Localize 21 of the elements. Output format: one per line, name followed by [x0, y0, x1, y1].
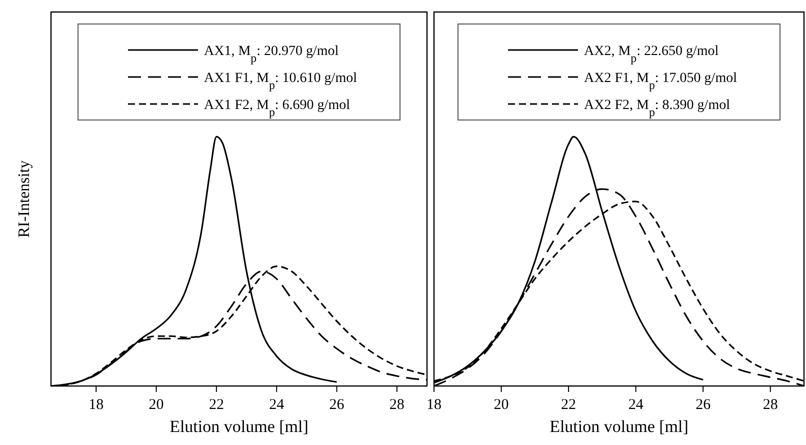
x-tick-label: 26 — [696, 397, 712, 413]
x-tick-label: 20 — [148, 397, 164, 413]
legend-label: AX2 F1, M$_{p}$: 17.050 g/mol — [584, 71, 738, 92]
x-tick-label: 28 — [389, 397, 404, 413]
x-tick-label: 26 — [329, 397, 345, 413]
x-tick-label: 22 — [208, 397, 224, 413]
legend-label: AX2 F2, M$_{p}$: 8.390 g/mol — [584, 98, 730, 119]
x-tick-label: 24 — [628, 397, 644, 413]
x-tick-label: 18 — [426, 397, 442, 413]
x-tick-label: 20 — [494, 397, 509, 413]
x-axis-title: Elution volume [ml] — [550, 417, 688, 436]
x-tick-label: 28 — [762, 397, 778, 413]
legend-label: AX1 F2, M$_{p}$: 6.690 g/mol — [204, 98, 350, 119]
x-tick-label: 24 — [269, 397, 285, 413]
x-axis-title: Elution volume [ml] — [170, 417, 308, 436]
legend-label: AX1, M$_{p}$: 20.970 g/mol — [204, 44, 339, 65]
x-tick-label: 18 — [88, 397, 104, 413]
x-tick-label: 22 — [561, 397, 576, 413]
legend-label: AX2, M$_{p}$: 22.650 g/mol — [584, 44, 719, 65]
legend-label: AX1 F1, M$_{p}$: 10.610 g/mol — [204, 71, 358, 92]
y-axis-title: RI-Intensity — [16, 160, 33, 238]
